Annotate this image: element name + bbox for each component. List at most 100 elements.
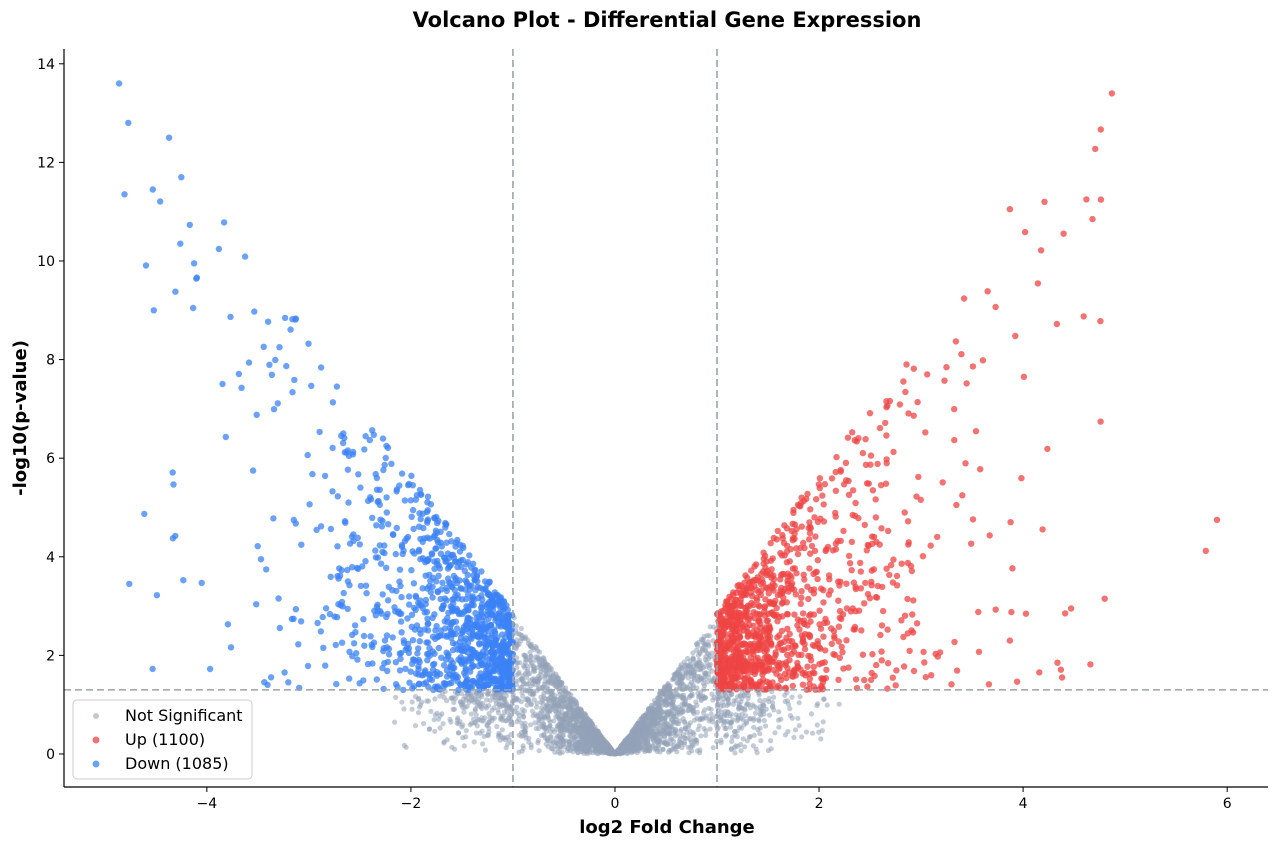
point-down (360, 616, 367, 623)
point-up (744, 633, 751, 640)
point-up (757, 630, 764, 637)
point-up (796, 626, 803, 633)
point-down (309, 470, 316, 478)
point-down (374, 554, 382, 561)
point-not-significant (457, 719, 463, 725)
point-not-significant (434, 710, 440, 716)
point-not-significant (653, 745, 659, 751)
point-up (819, 492, 826, 499)
point-not-significant (515, 710, 521, 716)
point-down (417, 491, 424, 498)
point-up (766, 682, 774, 690)
point-down (380, 647, 387, 655)
point-down (450, 572, 458, 580)
point-not-significant (473, 730, 479, 736)
point-not-significant (543, 668, 549, 674)
point-up (873, 661, 880, 669)
point-up (778, 600, 786, 607)
point-not-significant (620, 741, 626, 747)
point-down (364, 660, 372, 668)
point-up (784, 651, 791, 659)
point-down (362, 558, 369, 565)
point-not-significant (527, 649, 533, 656)
point-up (884, 402, 891, 409)
point-up (805, 595, 812, 603)
point-down (270, 406, 278, 413)
point-not-significant (557, 745, 563, 752)
point-up (901, 509, 908, 516)
point-up (1036, 669, 1043, 676)
point-not-significant (744, 702, 750, 708)
point-up (789, 682, 796, 690)
point-up (920, 648, 927, 656)
point-up (760, 549, 767, 556)
point-up (906, 647, 913, 655)
point-down (373, 522, 380, 529)
point-not-significant (546, 717, 552, 723)
point-not-significant (567, 727, 573, 733)
point-up (1058, 674, 1066, 681)
point-down (420, 524, 427, 532)
point-up (761, 604, 768, 611)
point-down (235, 370, 243, 378)
point-up (722, 666, 729, 673)
point-up (883, 460, 890, 467)
point-not-significant (674, 749, 680, 755)
point-up (748, 599, 755, 607)
point-down (463, 677, 470, 685)
point-not-significant (706, 633, 712, 639)
point-not-significant (635, 746, 641, 752)
point-up (869, 651, 876, 658)
point-down (453, 579, 461, 587)
point-not-significant (808, 711, 815, 717)
point-up (889, 579, 897, 586)
point-down (329, 444, 336, 452)
point-not-significant (668, 689, 674, 695)
point-not-significant (699, 645, 705, 652)
point-not-significant (415, 710, 422, 716)
point-not-significant (513, 672, 520, 678)
point-up (729, 609, 736, 616)
point-down (238, 384, 245, 391)
point-up (914, 398, 921, 406)
point-up (1008, 608, 1015, 616)
point-not-significant (494, 723, 500, 730)
point-down (274, 400, 281, 407)
point-up (832, 540, 840, 547)
point-down (424, 639, 432, 646)
point-not-significant (499, 717, 506, 723)
point-up (806, 565, 813, 572)
point-up (812, 533, 819, 540)
point-down (317, 364, 325, 371)
point-not-significant (474, 723, 480, 729)
point-not-significant (482, 747, 488, 753)
point-up (840, 527, 847, 535)
point-down (436, 670, 444, 678)
point-down (384, 667, 391, 675)
point-not-significant (663, 702, 669, 708)
point-not-significant (603, 747, 609, 753)
point-not-significant (691, 736, 698, 742)
point-down (424, 534, 431, 541)
point-up (779, 531, 786, 539)
point-not-significant (683, 726, 689, 732)
point-down (206, 665, 214, 673)
point-not-significant (520, 714, 527, 720)
point-down (409, 506, 417, 514)
point-down (267, 674, 275, 681)
point-not-significant (562, 711, 568, 717)
point-not-significant (537, 656, 543, 662)
point-not-significant (711, 694, 717, 701)
point-up (835, 623, 843, 630)
point-not-significant (547, 667, 553, 673)
point-up (780, 539, 788, 547)
point-up (1108, 90, 1116, 97)
point-not-significant (647, 748, 653, 754)
point-down (473, 573, 481, 580)
point-down (424, 519, 431, 526)
point-not-significant (690, 656, 696, 662)
point-down (356, 541, 363, 548)
point-not-significant (696, 694, 702, 700)
point-not-significant (796, 700, 802, 706)
point-not-significant (533, 725, 539, 732)
